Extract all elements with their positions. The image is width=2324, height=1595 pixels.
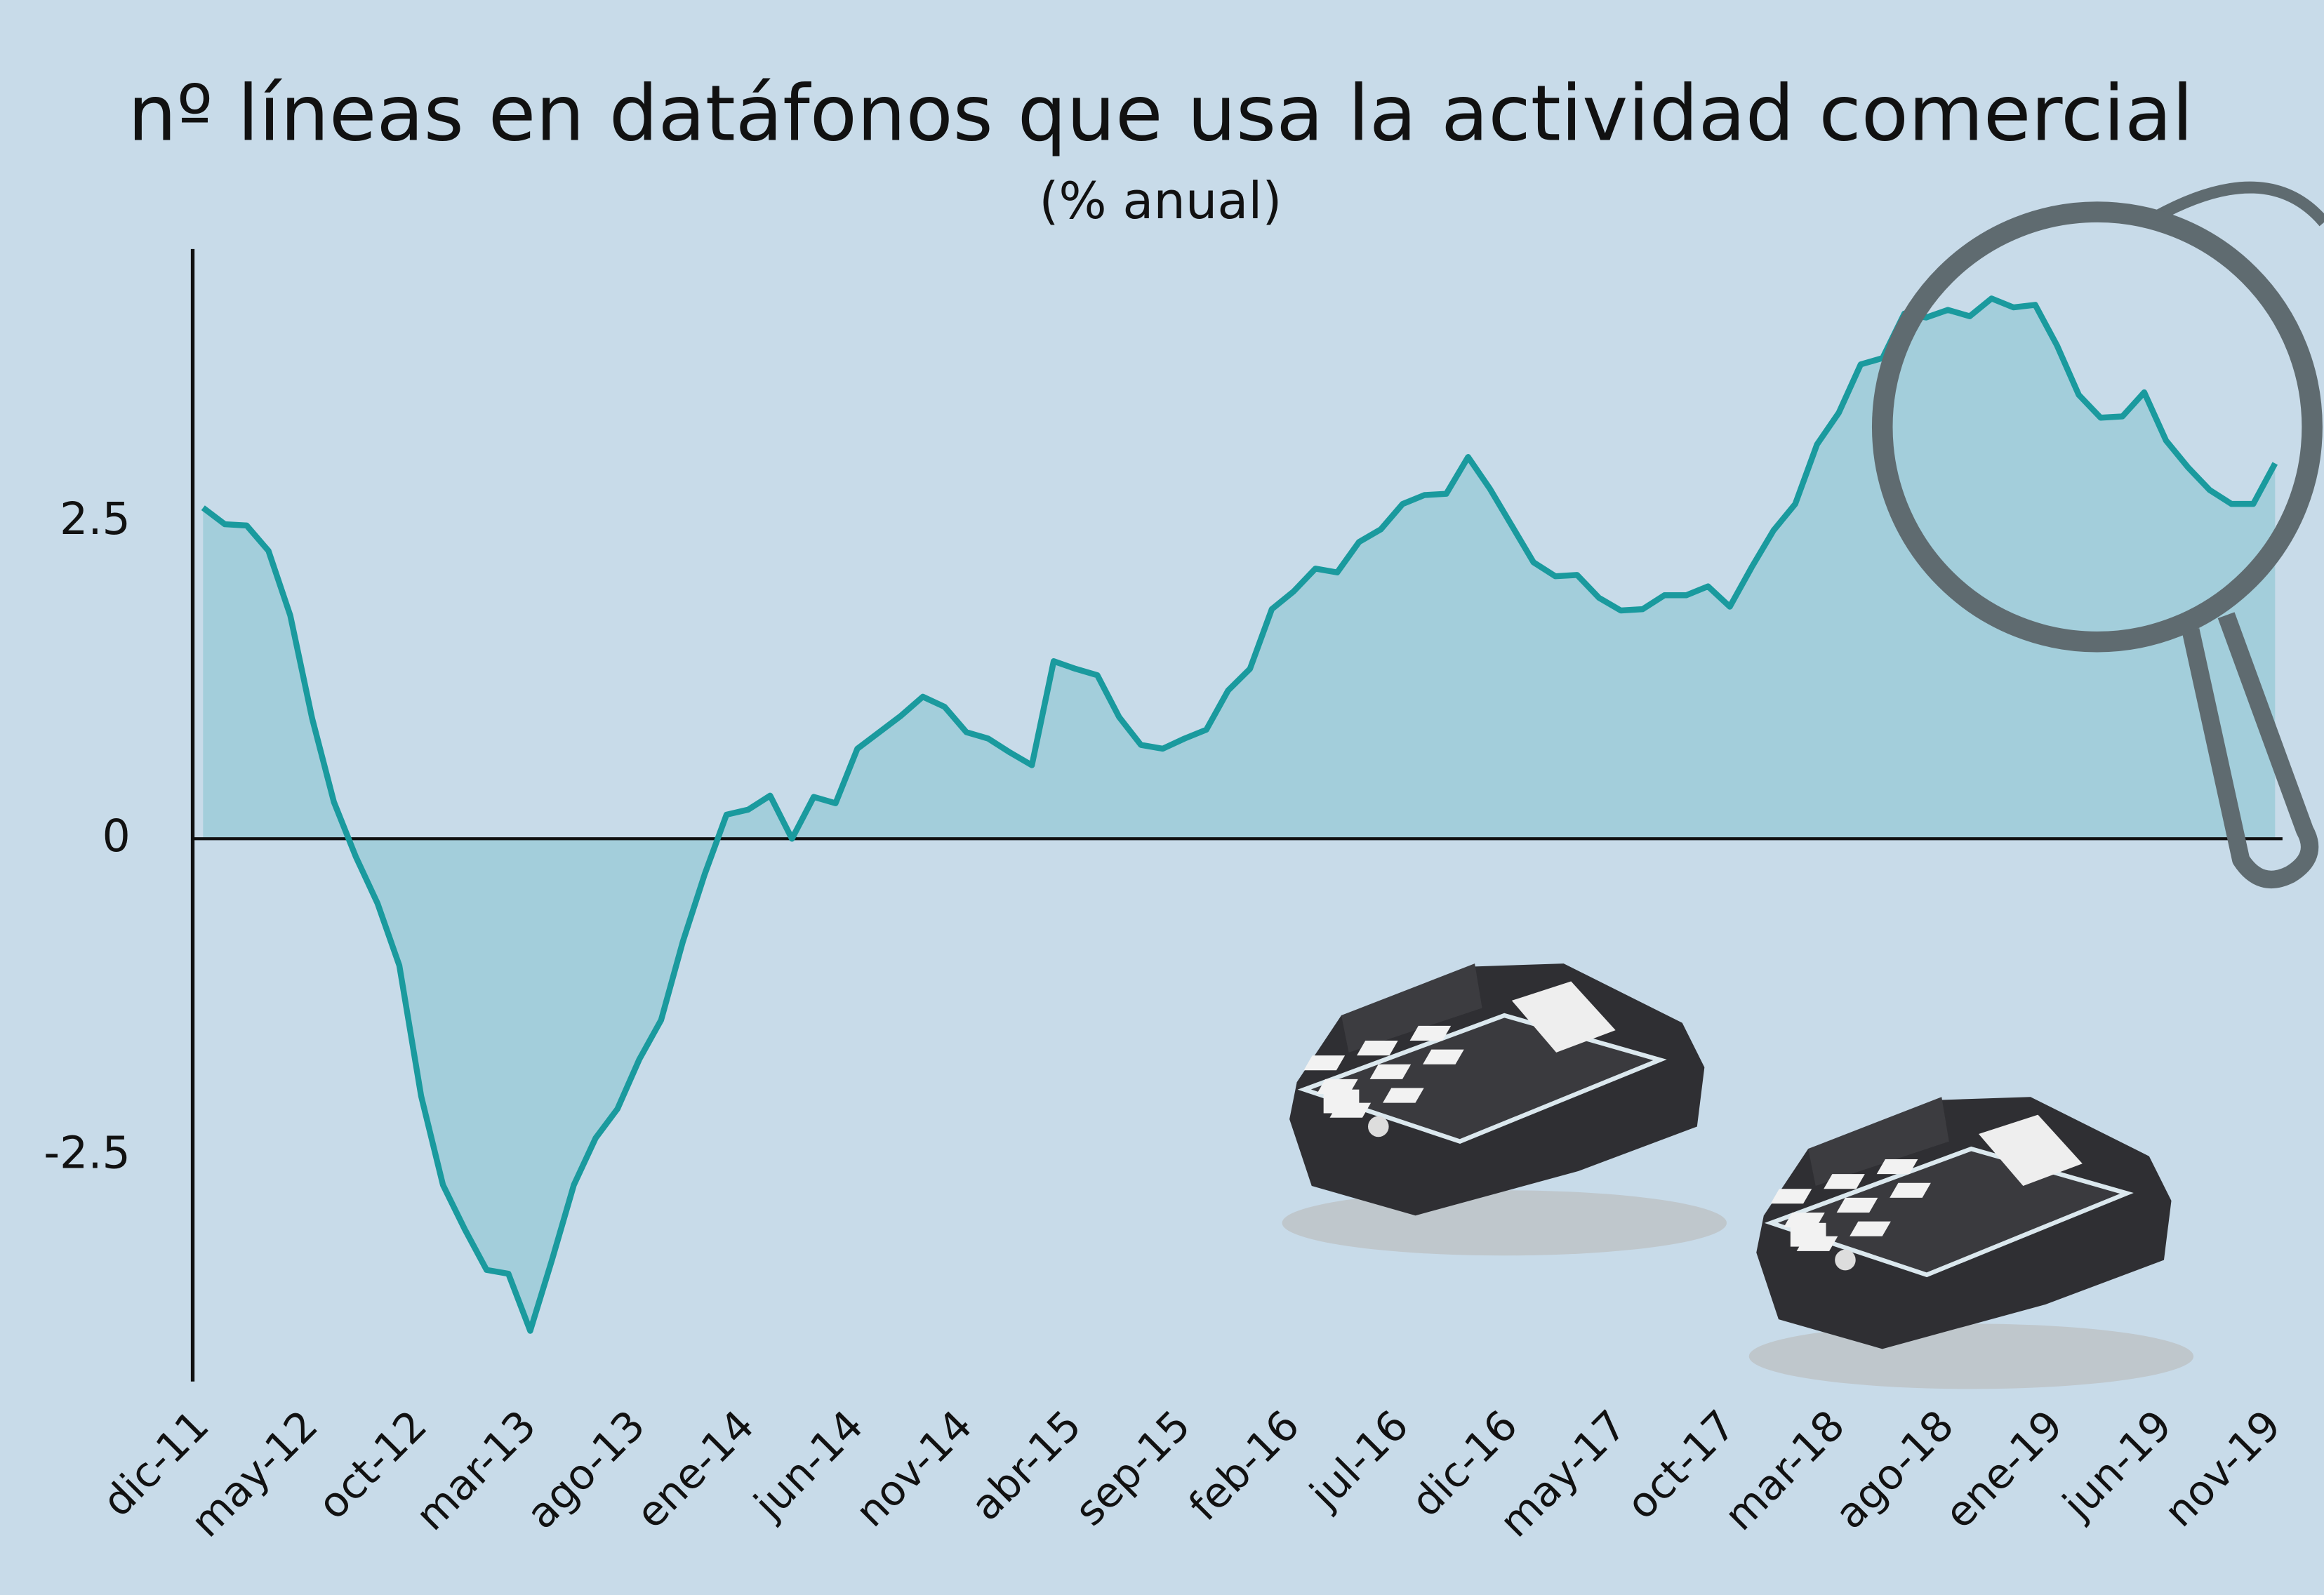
terminal-icon: [1282, 963, 1727, 1256]
magnifier-lens: [1871, 201, 2323, 653]
chart-subtitle: (% anual): [1039, 171, 1282, 230]
terminal-screen: [1511, 981, 1616, 1053]
terminal-printer: [1808, 1097, 1949, 1186]
chart-title: nº líneas en datáfonos que usa la activi…: [128, 68, 2193, 158]
terminal-button: [1368, 1116, 1389, 1137]
terminal-keys: [1770, 1159, 1931, 1251]
y-tick-label: 0: [102, 810, 131, 862]
terminal-shadow: [1748, 1323, 2194, 1389]
y-tick-label: 2.5: [60, 493, 131, 545]
terminal-screen: [1978, 1114, 2083, 1186]
terminal-keys: [1303, 1025, 1464, 1118]
area-fill: [203, 298, 2276, 1331]
magnifier-handle: [2182, 612, 2319, 888]
y-tick-label: -2.5: [44, 1127, 131, 1179]
data-line: [201, 295, 2278, 1334]
terminal-button: [1835, 1249, 1856, 1271]
magnifier-reflection: [2153, 181, 2324, 227]
terminal-icon: [1748, 1097, 2194, 1389]
terminal-printer: [1341, 963, 1482, 1053]
terminal-shadow: [1282, 1190, 1727, 1256]
magnifier-icon: [1871, 181, 2324, 888]
